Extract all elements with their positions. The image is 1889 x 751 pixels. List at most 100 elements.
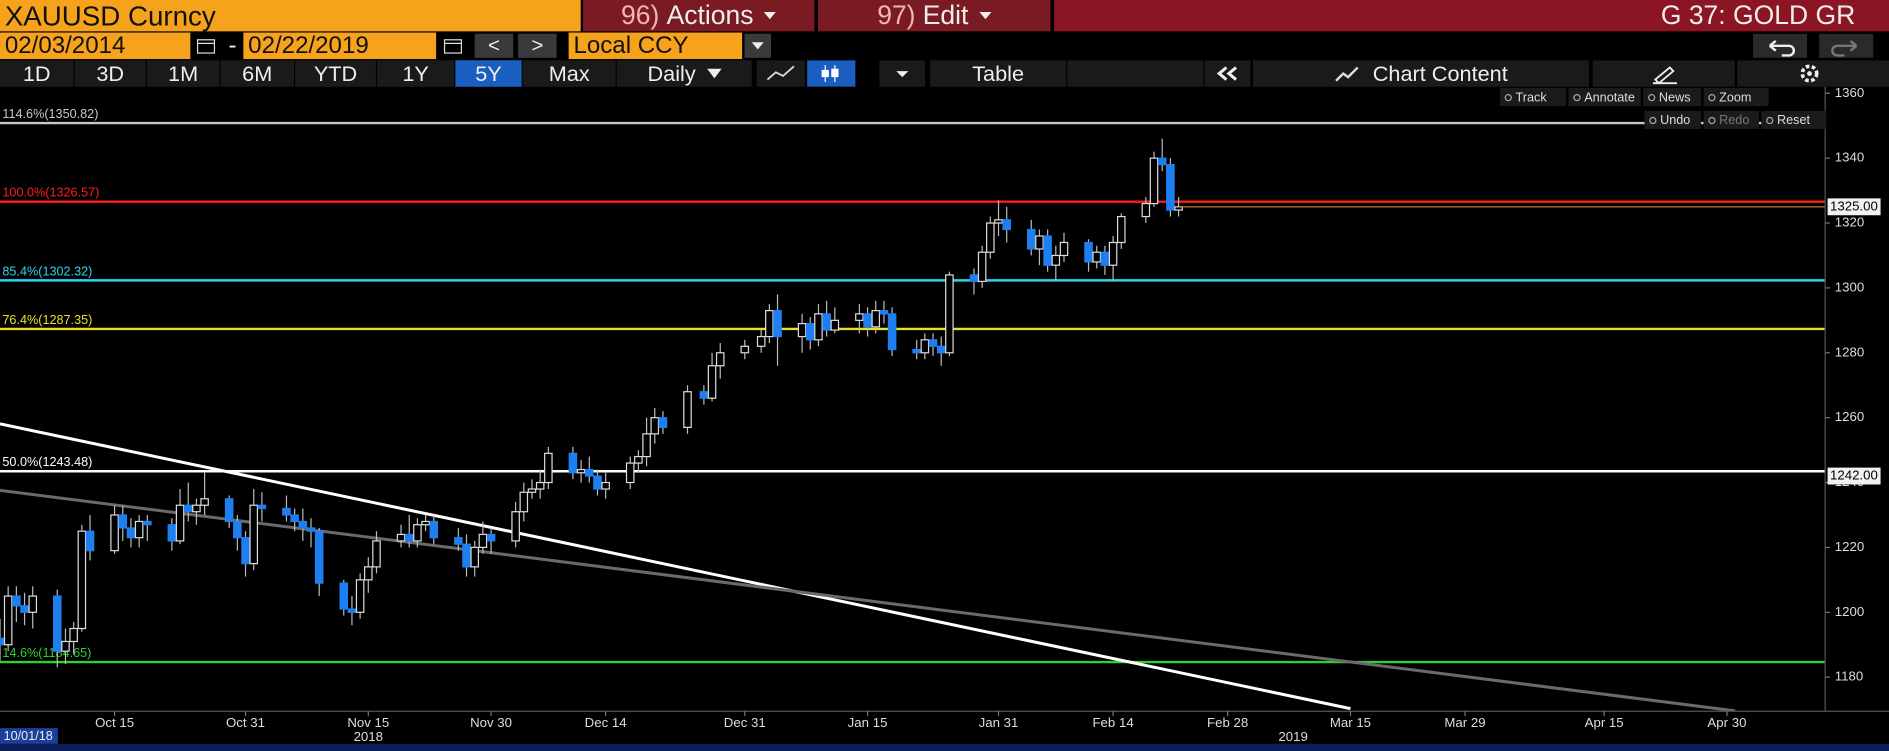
end-date-field[interactable]: 02/22/2019: [243, 32, 437, 60]
chart-tool[interactable]: Annotate: [1568, 87, 1641, 107]
tool-icon: [1708, 93, 1716, 101]
candle-body: [175, 504, 185, 542]
fib-label: 114.6%(1350.82): [2, 107, 98, 121]
period-button[interactable]: 3D: [74, 60, 147, 87]
y-tick-label: 1340: [1835, 150, 1864, 165]
candle-body: [511, 511, 520, 542]
x-tick-label: Feb 28: [1207, 715, 1248, 730]
y-tick-label: 1280: [1835, 344, 1864, 359]
dropdown-arrow: [979, 12, 992, 20]
candle-body: [298, 520, 308, 529]
candle-body: [257, 504, 267, 510]
period-button[interactable]: 1M: [146, 60, 221, 87]
price-tag-label: 1325.00: [1830, 198, 1878, 213]
candle-body: [593, 475, 602, 490]
chart-tool[interactable]: Zoom: [1703, 87, 1769, 107]
chart-tool[interactable]: News: [1643, 87, 1702, 107]
fib-label: 14.6%(1184.65): [2, 646, 91, 660]
x-tick-label: Oct 15: [95, 715, 134, 730]
candle-body: [634, 455, 643, 464]
actions-menu[interactable]: 96) Actions: [583, 0, 815, 32]
chart-content-button[interactable]: Chart Content: [1252, 60, 1591, 87]
candle-body: [1092, 251, 1102, 263]
candle-body: [12, 595, 21, 607]
candle-body: [61, 640, 70, 652]
period-button[interactable]: 1Y: [377, 60, 456, 87]
candle-body: [945, 274, 954, 354]
price-tag: [1827, 198, 1881, 216]
candle-body: [314, 530, 324, 584]
edit-tool[interactable]: Redo: [1703, 110, 1759, 129]
x-tick-label: Dec 14: [585, 715, 627, 730]
settings-button[interactable]: [1737, 60, 1889, 87]
candle-body: [249, 504, 259, 565]
security-field[interactable]: XAUUSD Curncy: [0, 0, 581, 32]
candle-body: [568, 452, 578, 474]
tool-label: Annotate: [1584, 89, 1635, 105]
start-date-field[interactable]: 02/03/2014: [0, 32, 191, 60]
dropdown-arrow: [706, 68, 722, 79]
axes: 1180120012201240126012801300132013401360…: [0, 85, 1881, 744]
currency-field[interactable]: Local CCY: [568, 32, 743, 60]
candle-body: [928, 339, 938, 347]
tool-icon: [1708, 116, 1716, 124]
fib-label: 50.0%(1243.48): [2, 455, 92, 469]
candle-body: [200, 498, 209, 506]
candle-body: [519, 491, 529, 513]
candle-body: [601, 481, 610, 490]
candle-body: [143, 520, 152, 526]
period-button[interactable]: 1D: [0, 60, 75, 87]
tool-buttons[interactable]: [1592, 60, 1889, 87]
chart-style-buttons[interactable]: [756, 60, 926, 87]
x-tick-label: Feb 14: [1092, 715, 1133, 730]
line-style-button[interactable]: [756, 60, 805, 87]
collapse-button[interactable]: [1204, 60, 1251, 87]
candle-body: [1059, 241, 1069, 257]
y-tick-label: 1360: [1835, 85, 1864, 100]
start-label: 10/01/18: [4, 729, 53, 743]
y-tick-label: 1320: [1835, 215, 1864, 230]
next-button[interactable]: >: [518, 33, 557, 58]
period-button[interactable]: 5Y: [455, 60, 523, 87]
candle-body: [126, 527, 136, 539]
candle-body: [765, 310, 774, 338]
chart-tool[interactable]: Track: [1499, 87, 1567, 107]
candle-body: [470, 546, 479, 568]
candle-body: [994, 219, 1003, 224]
candle-body: [355, 579, 365, 613]
table-button[interactable]: Table: [930, 60, 1068, 87]
candle-body: [879, 310, 889, 315]
edit-tool[interactable]: Reset: [1761, 110, 1827, 129]
prev-button[interactable]: <: [474, 33, 514, 58]
edit-menu[interactable]: 97) Edit: [818, 0, 1051, 32]
calendar-icon[interactable]: [195, 36, 217, 55]
y-tick-label: 1260: [1835, 409, 1864, 424]
candle-body: [478, 533, 488, 549]
currency-dropdown[interactable]: [744, 33, 772, 58]
candle-body: [814, 313, 823, 341]
candle-body: [118, 514, 128, 529]
tool-icon: [1573, 93, 1581, 101]
tool-icon: [1504, 93, 1512, 101]
candle-body: [707, 365, 717, 399]
history-buttons[interactable]: [1752, 33, 1874, 58]
candle-body: [805, 322, 815, 341]
price-tag-label: 1242.00: [1830, 468, 1878, 483]
candle-body: [1051, 254, 1061, 266]
calendar-icon[interactable]: [442, 36, 464, 55]
edit-tool[interactable]: Undo: [1644, 110, 1702, 129]
back-icon: [1768, 40, 1795, 57]
menu-label: Actions: [666, 0, 754, 31]
candle-body: [936, 345, 946, 354]
period-button[interactable]: Max: [522, 60, 617, 87]
period-button[interactable]: YTD: [295, 60, 378, 87]
tool-label: Track: [1515, 89, 1547, 105]
dropdown-arrow: [764, 12, 777, 20]
candle-body: [306, 527, 316, 532]
x-tick-label: Dec 31: [724, 715, 766, 730]
plot-area: 114.6%(1350.82) 100.0%(1326.57) 85.4%(1302…: [0, 107, 1826, 712]
frequency-dropdown[interactable]: Daily: [616, 60, 753, 87]
candle-body: [53, 595, 62, 652]
period-button[interactable]: 6M: [220, 60, 296, 87]
candle-body: [887, 313, 897, 351]
